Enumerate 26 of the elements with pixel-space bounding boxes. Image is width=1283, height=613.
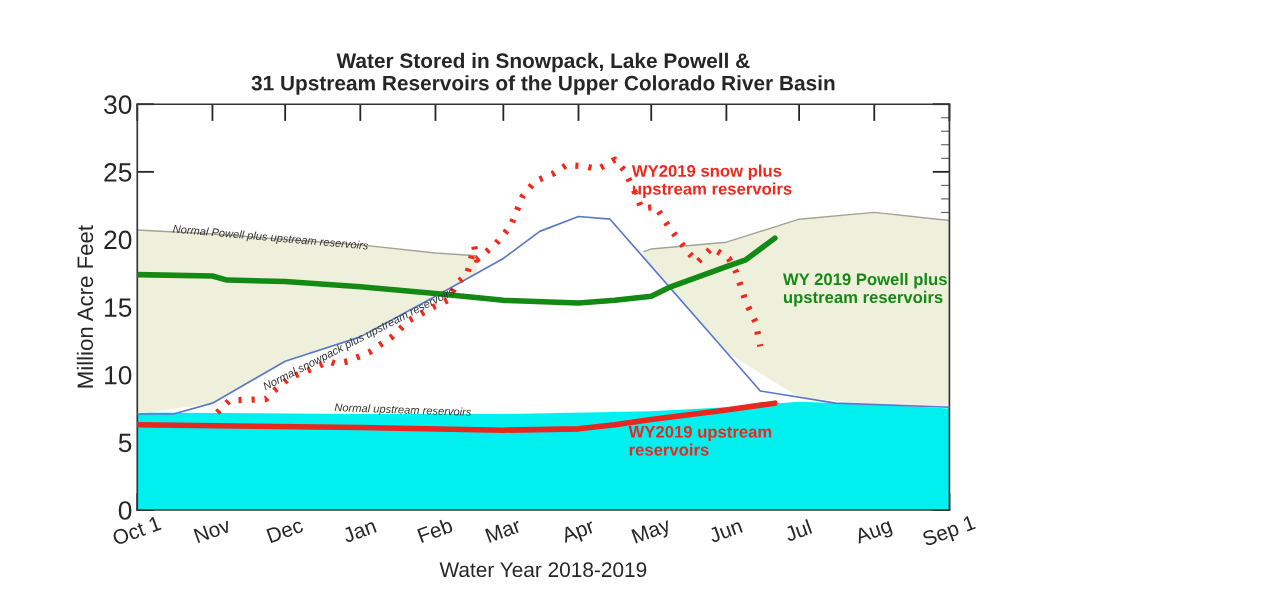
x-tick-label: Mar [485,517,522,544]
x-axis-title: Water Year 2018-2019 [439,562,647,578]
chart-title: Water Stored in Snowpack, Lake Powell & 31 Upstream Reservoirs of the Upper Colorado River Basin [251,52,835,95]
series-label: Normal Powell plus upstream reservoirs [172,224,369,252]
x-tick-label: May [631,517,674,548]
x-tick-label: Nov [193,517,232,544]
series-label: WY 2019 Powell plus upstream reservoirs [782,272,947,307]
x-tick-label: Jan [341,518,377,544]
y-tick-label: 15 [105,298,132,317]
y-axis-title: Million Acre Feet [76,225,94,388]
x-tick-label: Sep 1 [921,514,978,551]
y-tick-label: 10 [105,365,132,385]
series-label: WY2019 upstream reservoirs [628,425,772,456]
x-tick-label: Aug [853,517,894,548]
y-tick-label: 20 [104,230,132,250]
y-tick-label: 25 [104,162,132,182]
x-tick-label: Dec [266,517,304,544]
x-tick-label: Apr [560,518,597,547]
x-tick-label: Jul [783,519,813,542]
y-tick-label: 5 [118,433,132,453]
x-tick-label: Jun [707,518,743,544]
series-label: Normal upstream reservoirs [334,403,472,419]
y-tick-label: 0 [118,501,132,520]
x-tick-label: Feb [416,517,454,544]
y-tick-label: 30 [104,95,132,115]
series-label: WY2019 snow plus upstream reservoirs [631,164,792,199]
